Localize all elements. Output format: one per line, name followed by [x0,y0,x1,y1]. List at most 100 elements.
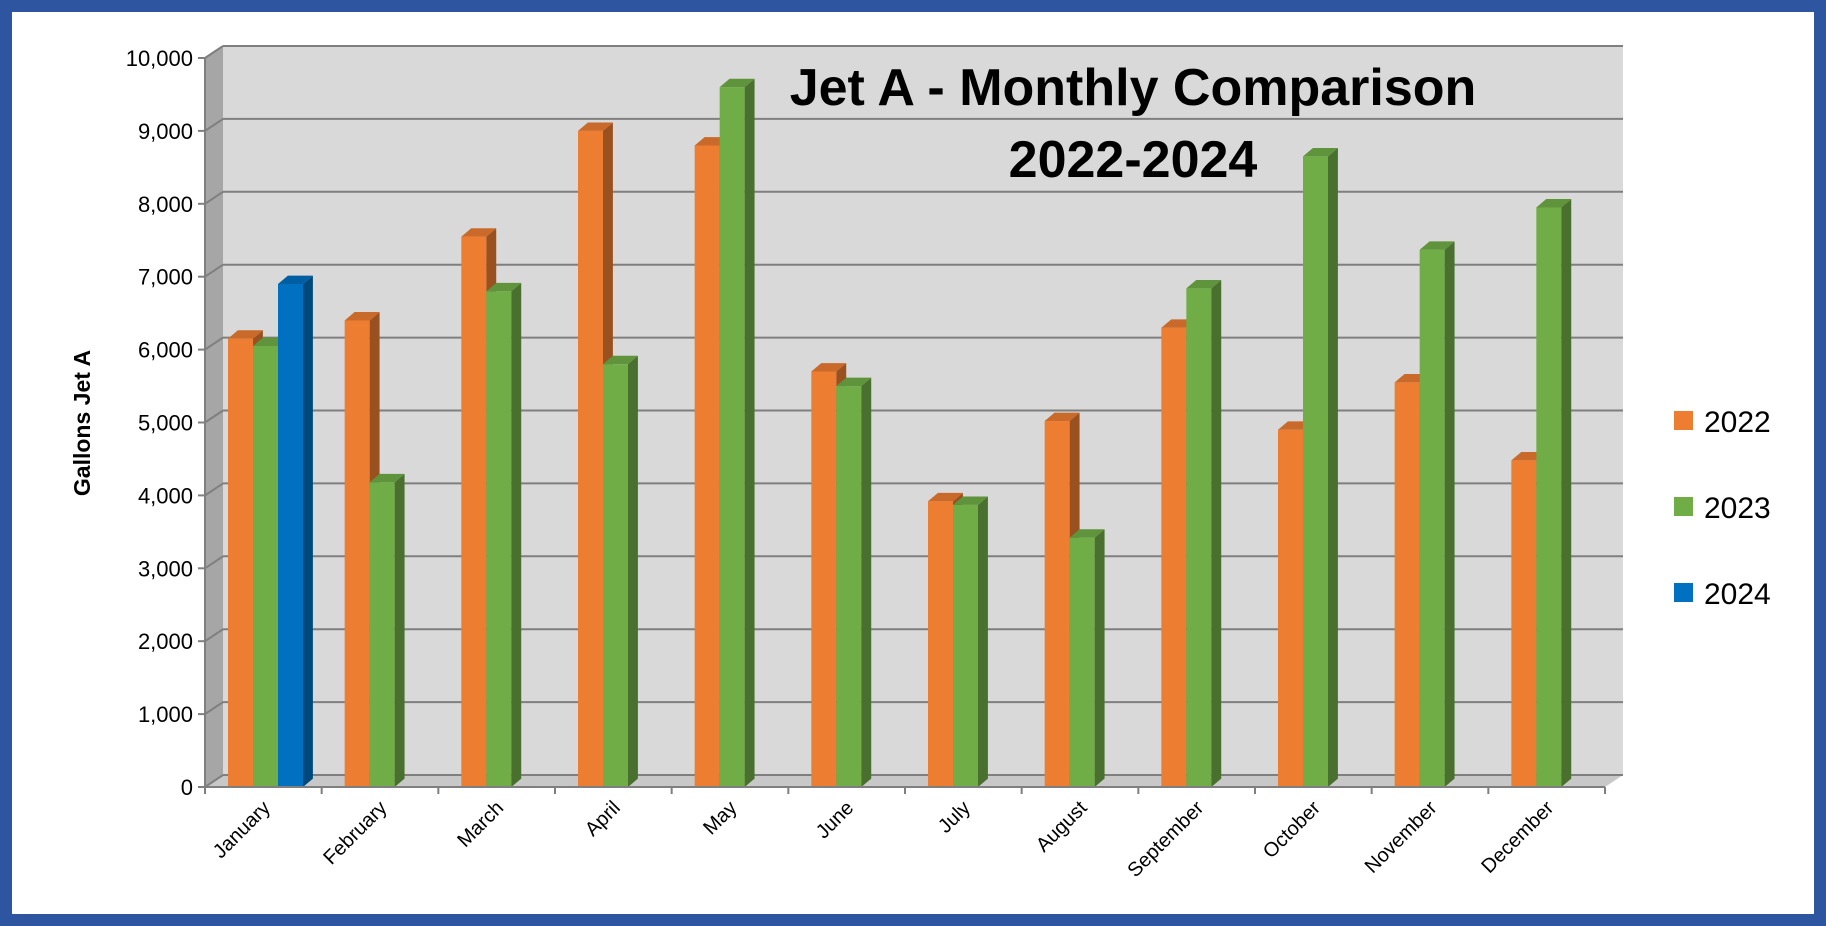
gridline-side [204,263,224,278]
gridline-side [204,45,224,59]
bar-top [1536,199,1572,208]
chart-title: Jet A - Monthly Comparison [790,59,1477,117]
bar-top [836,377,872,387]
legend-swatch [1674,411,1693,430]
bar-top [344,312,380,321]
bar-top [461,228,497,237]
bar-front [1069,537,1095,787]
bar-top [278,275,313,284]
x-axis-ticks: January February March April May June July Augu… [204,787,1606,882]
bar-front [836,386,862,787]
x-tick-label: September [1123,797,1208,882]
x-tick-label: October [1259,797,1325,863]
bar-2023-march [486,282,522,787]
legend-item-2024: 2024 [1674,578,1771,611]
bar-front [228,338,253,787]
bar-2023-november [1419,241,1455,788]
x-tick-label: December [1477,797,1558,878]
bar-side [1444,241,1455,787]
bar-top [811,363,847,372]
legend-label: 2023 [1704,492,1771,525]
y-tick-label: 1,000 [138,702,193,727]
bar-2023-august [1069,529,1105,787]
bar-top [578,122,613,131]
bar-side [1211,279,1222,787]
bar-top [928,492,963,502]
chart-subtitle: 2022-2024 [1009,131,1258,189]
bar-top [369,473,405,483]
bar-top [1186,279,1222,289]
bar-front [811,371,837,787]
x-tick-label: June [812,797,858,843]
bar-side [1094,529,1105,787]
bar-front [694,145,720,788]
bar-front [603,364,628,787]
y-axis-ticks: 0 1,000 2,000 3,000 4,000 5,000 6,000 7,000 8,00… [126,46,205,800]
x-tick-label: January [209,797,275,863]
bar-front [1419,249,1445,788]
bar-front [1511,460,1537,787]
bar-2023-february [369,473,405,787]
gridline-side [204,409,224,424]
bar-front [578,130,603,787]
bar-2023-july [953,496,988,787]
bar-front [1044,421,1070,787]
bar-top [486,282,522,292]
x-tick-label: August [1032,797,1092,857]
bar-front [278,283,303,787]
bar-side [1561,199,1572,788]
x-tick-label: July [934,797,975,838]
bar-front [1186,288,1212,787]
y-tick-label: 10,000 [126,46,193,71]
bar-top [228,330,263,339]
bar-2024-january [278,275,313,787]
legend-label: 2024 [1704,578,1771,611]
legend-swatch [1674,497,1693,516]
y-tick-label: 6,000 [138,338,193,363]
bar-side [303,275,313,787]
bar-2023-october [1303,148,1338,788]
bar-2023-april [603,355,638,787]
x-tick-label: February [319,797,391,869]
legend-item-2023: 2023 [1674,492,1771,525]
gridline-side [204,118,224,132]
y-tick-label: 9,000 [138,119,193,144]
bar-top [953,496,988,505]
bar-front [1394,382,1420,787]
bar-2023-june [836,377,872,787]
bars [228,78,1572,788]
x-tick-label: May [699,797,741,839]
legend-item-2022: 2022 [1674,406,1771,439]
bar-2023-december [1536,199,1572,788]
x-tick-label: March [453,797,508,852]
gridline-side [204,628,224,643]
legend-swatch [1674,583,1693,602]
bar-front [344,320,370,787]
legend: 2022 2023 2024 [1674,406,1771,611]
bar-front [486,291,512,787]
bar-front [1303,156,1328,788]
bar-front [1278,429,1303,787]
y-axis-title: Gallons Jet A [69,350,95,496]
legend-label: 2022 [1704,406,1771,439]
bar-side [861,377,872,787]
bar-front [461,236,487,788]
bar-side [511,282,522,787]
bar-top [603,355,638,365]
gridline-side [204,336,224,351]
gridline-side [204,774,224,788]
bar-side [394,473,405,787]
y-tick-label: 0 [181,775,193,800]
bar-top [719,78,755,88]
bar-front [719,87,745,787]
bar-top [1419,241,1455,250]
gridline-side [204,482,224,497]
bar-2023-may [719,78,755,787]
bar-front [253,345,278,787]
bar-front [953,504,978,787]
x-tick-label: April [581,797,625,841]
gridline-side [204,190,224,205]
y-tick-label: 4,000 [138,483,193,508]
gridline-side [204,555,224,570]
